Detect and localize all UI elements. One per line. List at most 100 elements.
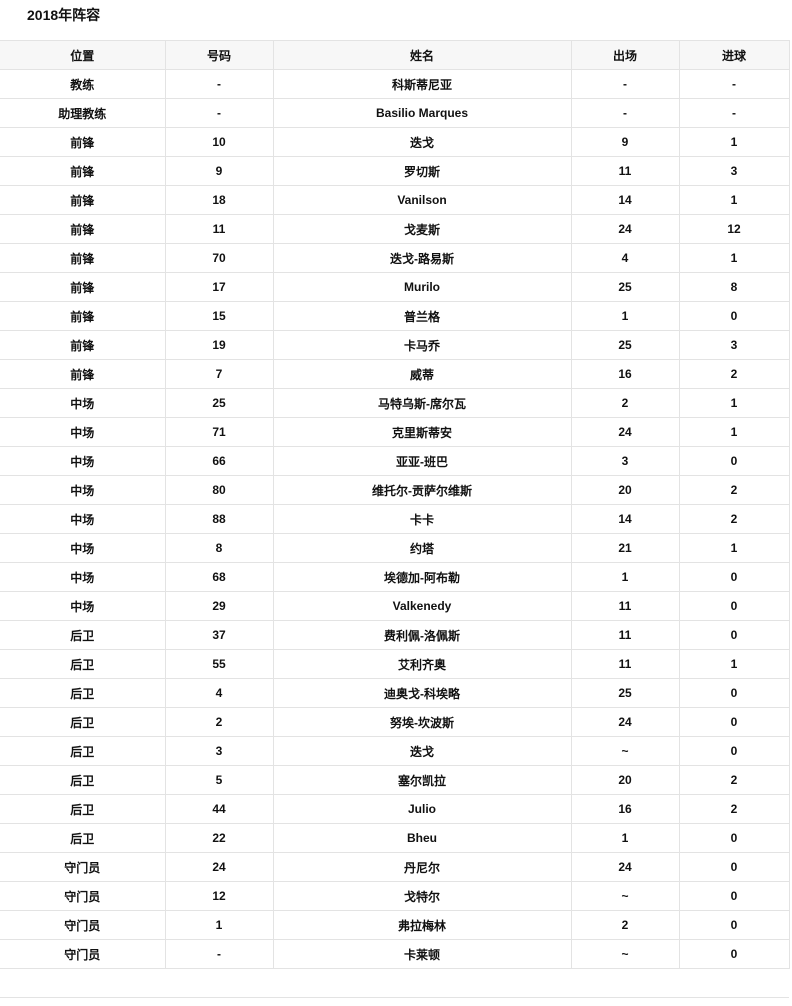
table-row: 助理教练 - Basilio Marques - - (0, 98, 790, 128)
cell-goals: - (678, 69, 790, 99)
cell-name: 卡卡 (272, 504, 572, 534)
table-row: 教练 - 科斯蒂尼亚 - - (0, 69, 790, 99)
cell-position: 前锋 (0, 127, 166, 157)
cell-appearances: 14 (570, 504, 680, 534)
table-row: 后卫 5 塞尔凯拉 20 2 (0, 765, 790, 795)
cell-goals: 0 (678, 562, 790, 592)
cell-number: 18 (164, 185, 274, 215)
cell-number: - (164, 939, 274, 969)
cell-number: 2 (164, 707, 274, 737)
cell-position: 后卫 (0, 794, 166, 824)
header-appearances: 出场 (570, 40, 680, 70)
cell-goals: 3 (678, 156, 790, 186)
header-name: 姓名 (272, 40, 572, 70)
cell-goals: 0 (678, 620, 790, 650)
empty-row (0, 968, 789, 998)
cell-goals: 8 (678, 272, 790, 302)
cell-goals: 2 (678, 765, 790, 795)
cell-number: 19 (164, 330, 274, 360)
cell-goals: 1 (678, 388, 790, 418)
cell-number: 12 (164, 881, 274, 911)
cell-number: 5 (164, 765, 274, 795)
cell-position: 后卫 (0, 823, 166, 853)
cell-name: 埃德加-阿布勒 (272, 562, 572, 592)
cell-name: Valkenedy (272, 591, 572, 621)
cell-number: 4 (164, 678, 274, 708)
cell-appearances: 24 (570, 707, 680, 737)
table-row: 后卫 3 迭戈 ~0 (0, 736, 790, 766)
cell-position: 前锋 (0, 185, 166, 215)
cell-position: 中场 (0, 388, 166, 418)
table-row: 中场 68 埃德加-阿布勒 1 0 (0, 562, 790, 592)
header-goals: 进球 (678, 40, 790, 70)
cell-name: 迭戈-路易斯 (272, 243, 572, 273)
cell-position: 中场 (0, 504, 166, 534)
cell-appearances: 3 (570, 446, 680, 476)
cell-position: 前锋 (0, 359, 166, 389)
cell-appearances: 2 (570, 388, 680, 418)
cell-position: 前锋 (0, 243, 166, 273)
header-position: 位置 (0, 40, 166, 70)
cell-goals: 1 (678, 243, 790, 273)
table-row: 守门员 - 卡莱顿 ~0 (0, 939, 790, 969)
cell-name: 丹尼尔 (272, 852, 572, 882)
table-row: 前锋 11 戈麦斯 24 12 (0, 214, 790, 244)
table-row: 前锋 15 普兰格 1 0 (0, 301, 790, 331)
cell-number: 8 (164, 533, 274, 563)
cell-number: 3 (164, 736, 274, 766)
cell-goals: - (678, 98, 790, 128)
cell-position: 守门员 (0, 881, 166, 911)
cell-name: Bheu (272, 823, 572, 853)
table-row: 守门员 24 丹尼尔 24 0 (0, 852, 790, 882)
cell-name: Julio (272, 794, 572, 824)
cell-position: 守门员 (0, 910, 166, 940)
cell-appearances: 9 (570, 127, 680, 157)
cell-name: 亚亚-班巴 (272, 446, 572, 476)
cell-name: 迪奥戈-科埃略 (272, 678, 572, 708)
table-row: 守门员 1 弗拉梅林 2 0 (0, 910, 790, 940)
cell-number: 44 (164, 794, 274, 824)
cell-name: Basilio Marques (272, 98, 572, 128)
cell-name: 努埃-坎波斯 (272, 707, 572, 737)
cell-goals: 0 (678, 823, 790, 853)
cell-goals: 0 (678, 910, 790, 940)
cell-name: 维托尔-贡萨尔维斯 (272, 475, 572, 505)
cell-position: 中场 (0, 591, 166, 621)
cell-number: 37 (164, 620, 274, 650)
table-row: 中场 66 亚亚-班巴 3 0 (0, 446, 790, 476)
cell-number: 80 (164, 475, 274, 505)
cell-goals: 0 (678, 881, 790, 911)
cell-position: 助理教练 (0, 98, 166, 128)
header-number: 号码 (164, 40, 274, 70)
cell-number: 29 (164, 591, 274, 621)
cell-name: 卡马乔 (272, 330, 572, 360)
cell-appearances: 2 (570, 910, 680, 940)
cell-appearances: 24 (570, 852, 680, 882)
cell-goals: 2 (678, 475, 790, 505)
cell-name: 卡莱顿 (272, 939, 572, 969)
cell-position: 中场 (0, 446, 166, 476)
cell-appearances: - (570, 98, 680, 128)
cell-appearances: 4 (570, 243, 680, 273)
cell-appearances: ~ (570, 939, 680, 969)
cell-appearances: 24 (570, 214, 680, 244)
cell-goals: 1 (678, 649, 790, 679)
cell-goals: 0 (678, 301, 790, 331)
cell-number: 66 (164, 446, 274, 476)
table-row: 后卫 55 艾利齐奥 11 1 (0, 649, 790, 679)
cell-appearances: 11 (570, 620, 680, 650)
cell-number: 15 (164, 301, 274, 331)
cell-position: 前锋 (0, 272, 166, 302)
cell-appearances: 11 (570, 649, 680, 679)
cell-goals: 1 (678, 185, 790, 215)
cell-name: 克里斯蒂安 (272, 417, 572, 447)
cell-position: 中场 (0, 533, 166, 563)
cell-position: 中场 (0, 475, 166, 505)
cell-appearances: 16 (570, 794, 680, 824)
cell-goals: 2 (678, 504, 790, 534)
cell-goals: 0 (678, 591, 790, 621)
cell-name: 约塔 (272, 533, 572, 563)
cell-name: Vanilson (272, 185, 572, 215)
table-row: 中场 8 约塔 21 1 (0, 533, 790, 563)
cell-name: 迭戈 (272, 736, 572, 766)
